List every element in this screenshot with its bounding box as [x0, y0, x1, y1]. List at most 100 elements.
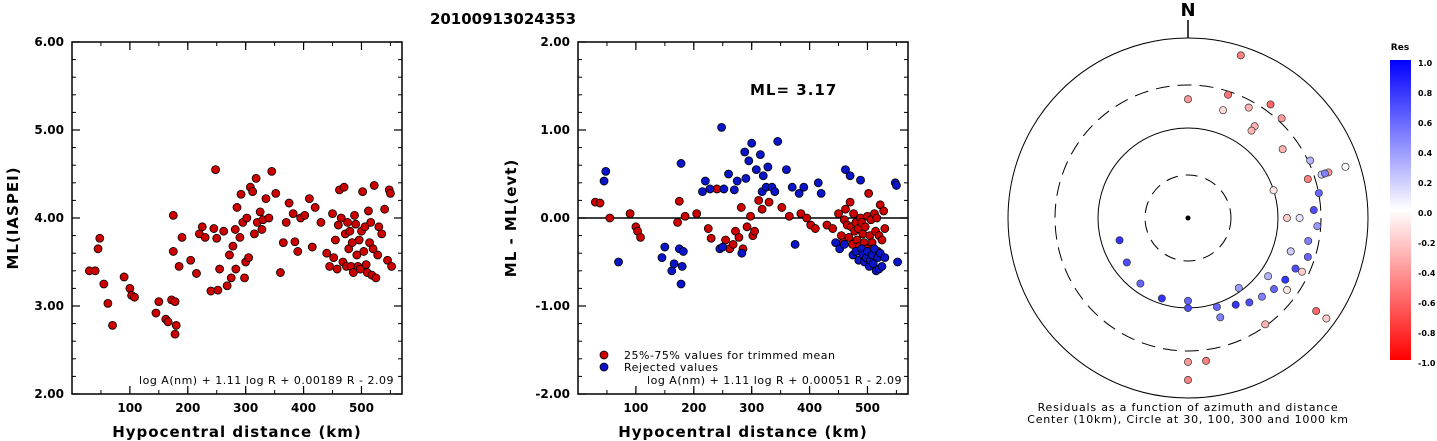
data-point: [251, 173, 261, 183]
rejected-point: [698, 187, 707, 197]
accepted-point: [879, 206, 889, 216]
data-point: [119, 272, 129, 282]
rejected-point: [831, 238, 841, 248]
colorbar-tick-label: -0.2: [1418, 239, 1436, 248]
colorbar-title: Res: [1391, 43, 1409, 53]
colorbar-gradient: [1390, 60, 1411, 360]
x-tick-label: 400: [291, 401, 316, 415]
rejected-point: [724, 169, 733, 179]
rejected-point: [870, 244, 879, 254]
rejected-point: [599, 176, 609, 186]
data-point: [336, 213, 346, 223]
y-tick-label: 6.00: [34, 35, 64, 49]
data-point: [386, 188, 395, 198]
data-point: [350, 210, 359, 220]
residual-point: [1286, 247, 1295, 256]
residual-point: [1341, 162, 1350, 171]
accepted-point: [864, 188, 874, 198]
data-point: [380, 204, 390, 214]
rejected-point: [717, 122, 726, 132]
accepted-point: [728, 239, 738, 249]
data-point: [186, 255, 196, 265]
residual-point: [1184, 296, 1192, 305]
residual-point: [1184, 95, 1192, 104]
rejected-point: [718, 242, 728, 252]
data-point: [300, 210, 310, 220]
accepted-point: [802, 213, 812, 223]
panel2-formula: log A(nm) + 1.11 log R + 0.00051 R - 2.0…: [647, 374, 902, 387]
data-point: [371, 273, 381, 283]
rejected-point: [794, 188, 804, 198]
ring-30km: [1144, 174, 1232, 262]
rejected-point: [700, 176, 710, 186]
rejected-point: [816, 188, 826, 198]
panel-ml-residual: ML - ML(evt) Hypocentral distance (km) M…: [502, 35, 909, 441]
data-point: [383, 255, 392, 265]
data-point: [261, 194, 271, 204]
data-point: [373, 250, 383, 260]
accepted-point: [750, 226, 759, 236]
rejected-point: [678, 247, 688, 256]
data-point: [170, 329, 180, 339]
residual-point: [1219, 106, 1227, 115]
y-tick-label: 0.00: [540, 211, 570, 225]
north-label: N: [1180, 0, 1195, 21]
residual-point: [1295, 214, 1304, 222]
residual-point: [1277, 114, 1286, 123]
data-point: [288, 209, 298, 219]
data-point: [255, 207, 265, 217]
residual-point: [1278, 145, 1287, 154]
accepted-point: [834, 209, 843, 219]
residual-point: [1314, 189, 1323, 197]
accepted-point: [680, 211, 690, 221]
data-point: [369, 181, 379, 190]
y-tick-label: 4.00: [34, 211, 64, 225]
panel2-ylabel: ML - ML(evt): [502, 159, 520, 277]
residual-point: [1247, 126, 1256, 135]
data-point: [249, 229, 259, 239]
data-point: [355, 264, 365, 274]
colorbar-tick-label: 0.2: [1418, 179, 1432, 188]
x-tick-label: 100: [623, 401, 648, 415]
accepted-point: [860, 222, 870, 232]
residual-point: [1122, 258, 1131, 267]
data-point: [108, 320, 117, 330]
panel-ml-iaspei: ML(IASPEI) Hypocentral distance (km) log…: [4, 35, 403, 441]
data-point: [168, 247, 178, 256]
rejected-point: [677, 261, 687, 271]
rejected-point: [877, 261, 887, 271]
accepted-point: [844, 232, 854, 242]
residual-point: [1309, 206, 1318, 215]
x-tick-label: 300: [233, 401, 258, 415]
residual-point: [1261, 320, 1270, 329]
x-tick-label: 500: [349, 401, 374, 415]
panel1-xlabel: Hypocentral distance (km): [112, 423, 362, 441]
residual-point: [1236, 51, 1245, 60]
data-point: [244, 253, 253, 263]
colorbar-tick-label: 0.4: [1418, 149, 1433, 158]
rejected-point: [880, 253, 890, 263]
rejected-point: [719, 184, 729, 194]
colorbar-tick-label: 0.8: [1418, 89, 1433, 98]
residual-point: [1321, 169, 1329, 178]
residual-point: [1270, 285, 1278, 294]
colorbar-tick-label: 1.0: [1418, 59, 1433, 68]
rejected-point: [839, 239, 849, 249]
data-point: [339, 182, 349, 192]
legend-accepted-label: 25%-75% values for trimmed mean: [624, 349, 836, 362]
legend-rejected-marker: [599, 362, 609, 372]
rejected-point: [657, 253, 667, 263]
data-point: [170, 297, 180, 307]
panel1-formula: log A(nm) + 1.11 log R + 0.00189 R - 2.0…: [139, 374, 394, 387]
rejected-point: [614, 257, 623, 267]
data-point: [352, 250, 362, 260]
colorbar-tick-label: 0.6: [1418, 119, 1433, 128]
rejected-point: [763, 162, 773, 172]
rejected-point: [747, 138, 757, 148]
rejected-point: [787, 182, 797, 192]
accepted-point: [880, 224, 890, 233]
residual-point: [1322, 314, 1331, 323]
data-point: [219, 226, 229, 236]
polar-caption-line1: Residuals as a function of azimuth and d…: [1038, 401, 1339, 414]
residual-point: [1224, 90, 1232, 99]
